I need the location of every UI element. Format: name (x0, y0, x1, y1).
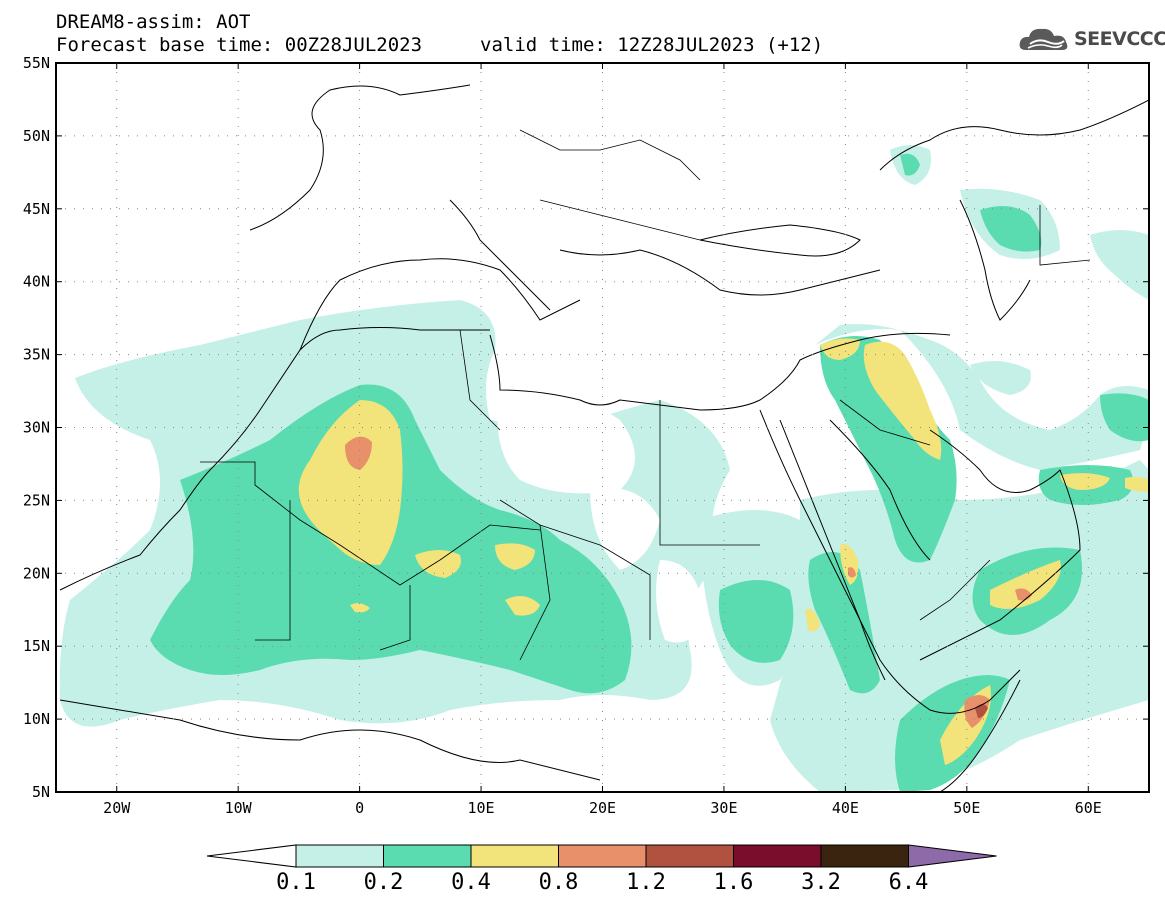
aot-level-1.2 (975, 704, 988, 718)
colorbar-swatch (383, 844, 472, 868)
cloud-icon (1019, 28, 1068, 50)
colorbar-label: 1.6 (714, 870, 754, 895)
lat-label: 40N (23, 273, 50, 291)
colorbar-swatch (820, 844, 909, 868)
lat-label: 55N (23, 54, 50, 72)
lon-label: 50E (953, 799, 980, 817)
valid-time: valid time: 12Z28JUL2023 (+12) (480, 34, 824, 56)
coastlines (59, 84, 1149, 792)
colorbar (206, 844, 997, 868)
aot-clear-patches (497, 388, 705, 643)
forecast-base-time: Forecast base time: 00Z28JUL2023 (56, 34, 423, 56)
seevccc-logo: SEEVCCC (1018, 24, 1165, 56)
lat-label: 25N (23, 491, 50, 509)
colorbar-swatch (470, 844, 559, 868)
colorbar-swatch (645, 844, 734, 868)
longitude-labels: 20W 10W 0 10E 20E 30E 40E 50E 60E (103, 799, 1102, 817)
lon-label: 0 (355, 799, 364, 817)
lat-label: 15N (23, 637, 50, 655)
country-borders (200, 129, 1091, 661)
lat-label: 35N (23, 346, 50, 364)
colorbar-labels: 0.1 0.2 0.4 0.8 1.2 1.6 3.2 6.4 (276, 870, 928, 895)
colorbar-label: 0.2 (364, 870, 404, 895)
lat-label: 10N (23, 710, 50, 728)
colorbar-left-arrow (206, 844, 297, 868)
colorbar-label: 1.2 (626, 870, 666, 895)
map-title: DREAM8-assim: AOT (56, 11, 251, 33)
aot-fields (59, 84, 1149, 792)
colorbar-label: 0.8 (539, 870, 579, 895)
aot-level-0.8 (345, 436, 1032, 728)
lat-label: 50N (23, 127, 50, 145)
aot-level-0.4 (298, 338, 1149, 765)
lon-label: 40E (832, 799, 859, 817)
lon-label: 10W (225, 799, 253, 817)
lon-label: 60E (1075, 799, 1102, 817)
colorbar-label: 3.2 (801, 870, 841, 895)
logo-text: SEEVCCC (1074, 28, 1165, 50)
lon-label: 20E (589, 799, 616, 817)
lat-label: 5N (32, 783, 50, 801)
axis-ticks (56, 62, 1149, 793)
colorbar-right-arrow (908, 844, 997, 868)
lat-label: 45N (23, 200, 50, 218)
colorbar-label: 0.1 (276, 870, 316, 895)
latitude-labels: 55N 50N 45N 40N 35N 30N 25N 20N 15N 10N 5N (23, 54, 50, 801)
lat-label: 30N (23, 419, 50, 437)
lon-label: 10E (468, 799, 495, 817)
colorbar-swatch (295, 844, 384, 868)
colorbar-label: 0.4 (451, 870, 491, 895)
lon-label: 20W (103, 799, 131, 817)
colorbar-swatch (733, 844, 822, 868)
lon-label: 30E (710, 799, 737, 817)
lat-label: 20N (23, 564, 50, 582)
colorbar-swatch (558, 844, 647, 868)
colorbar-label: 6.4 (889, 870, 929, 895)
